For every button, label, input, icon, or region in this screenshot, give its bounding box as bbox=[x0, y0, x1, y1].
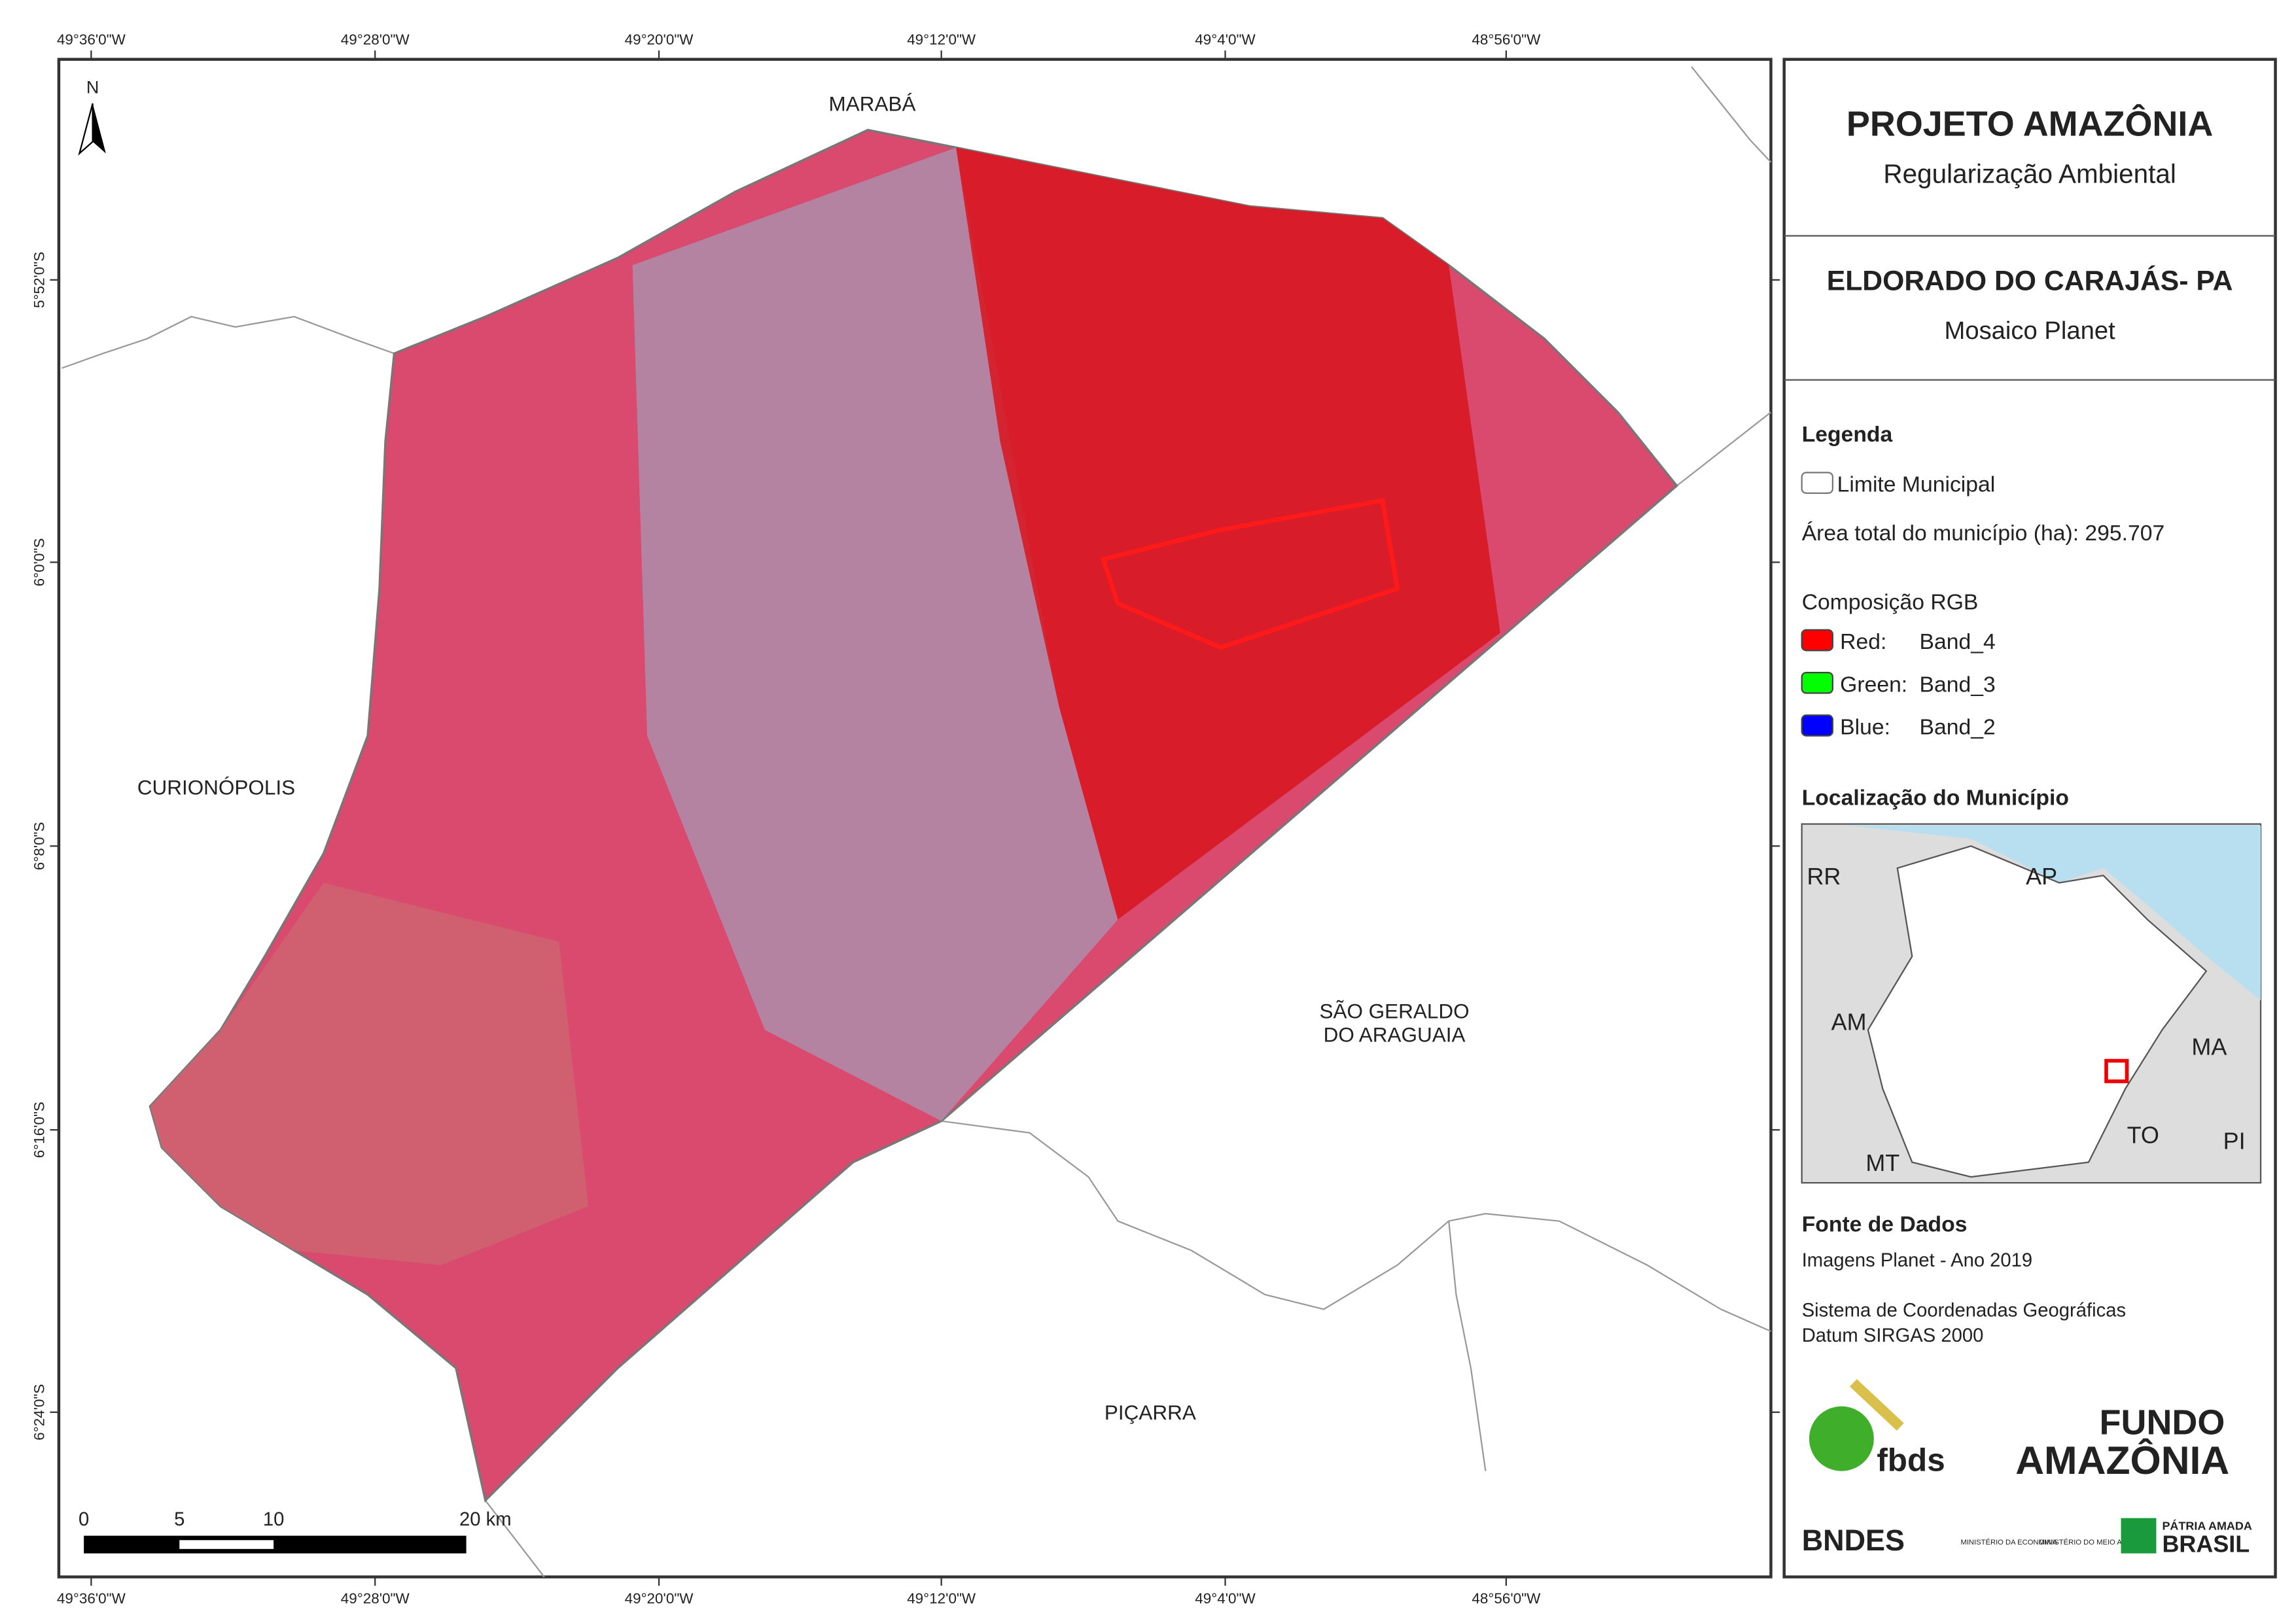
longitude-label: 49°36'0"W bbox=[57, 31, 126, 48]
longitude-label: 49°20'0"W bbox=[625, 31, 694, 48]
band-channel: Red: bbox=[1840, 629, 1886, 654]
scale-segment bbox=[84, 1535, 467, 1554]
panel-frame bbox=[1782, 58, 2277, 1579]
logo-text: BRASIL bbox=[2162, 1530, 2250, 1557]
image-feature bbox=[1100, 498, 1400, 650]
boundary bbox=[1691, 66, 1772, 163]
band-legend: Red: Band_4 Green: Band_3 Blue: Band_2 bbox=[1801, 629, 1996, 739]
band-name: Band_3 bbox=[1920, 672, 1996, 697]
logo-text: FUNDO bbox=[2100, 1403, 2225, 1442]
neighbor-boundaries bbox=[62, 66, 1772, 1578]
legend-swatch bbox=[1801, 629, 1834, 652]
arrow-half bbox=[92, 103, 106, 154]
band-channel: Green: bbox=[1840, 672, 1907, 697]
longitude-label: 49°20'0"W bbox=[625, 1590, 694, 1607]
legend-composition: Composição RGB bbox=[1802, 589, 1979, 614]
scale-segment bbox=[179, 1540, 274, 1549]
latitude-label: 6°16'0"S bbox=[31, 1102, 47, 1158]
latitude-label: 6°8'0"S bbox=[31, 822, 47, 870]
longitude-label: 48°56'0"W bbox=[1472, 31, 1541, 48]
place-labels: MARABÁ CURIONÓPOLIS SÃO GERALDO DO ARAGU… bbox=[137, 92, 1470, 1424]
logos: fbds FUNDO AMAZÔNIA BNDES MINISTÉRIO DA … bbox=[1802, 1379, 2252, 1557]
place-label: DO ARAGUAIA bbox=[1324, 1023, 1466, 1046]
location-title: Localização do Município bbox=[1802, 785, 2069, 810]
source-text: Datum SIRGAS 2000 bbox=[1802, 1325, 1984, 1346]
panel-title: PROJETO AMAZÔNIA bbox=[1846, 104, 2213, 144]
longitude-label: 49°12'0"W bbox=[907, 31, 976, 48]
state-shape bbox=[1867, 845, 2208, 1178]
municipality: ELDORADO DO CARAJÁS- PA bbox=[1827, 266, 2233, 297]
boundary bbox=[62, 315, 395, 369]
scale-label: 20 km bbox=[459, 1509, 512, 1530]
band-name: Band_4 bbox=[1920, 629, 1996, 654]
state-label: AP bbox=[2026, 863, 2057, 890]
graticule-labels: 49°36'0"W 49°36'0"W 49°28'0"W 49°28'0"W 49°2… bbox=[31, 31, 1780, 1607]
boundary bbox=[1448, 1221, 1487, 1471]
longitude-label: 49°28'0"W bbox=[341, 1590, 410, 1607]
legend-swatch bbox=[1801, 671, 1834, 694]
state-label: TO bbox=[2127, 1121, 2159, 1148]
legend-swatch bbox=[1801, 472, 1834, 494]
longitude-label: 49°28'0"W bbox=[341, 31, 410, 48]
boundary bbox=[484, 1499, 545, 1578]
source-text: Imagens Planet - Ano 2019 bbox=[1802, 1250, 2033, 1271]
imagery bbox=[149, 128, 1678, 1503]
longitude-label: 49°4'0"W bbox=[1195, 1590, 1256, 1607]
legend-title: Legenda bbox=[1802, 422, 1893, 447]
inset-map: RR AP AM MA TO PI MT bbox=[1801, 823, 2262, 1184]
longitude-label: 49°4'0"W bbox=[1195, 31, 1256, 48]
north-label: N bbox=[86, 77, 99, 97]
state-label: AM bbox=[1831, 1008, 1867, 1035]
scale-label: 0 bbox=[79, 1509, 89, 1530]
state-label: MT bbox=[1865, 1149, 1899, 1176]
scale-label: 10 bbox=[263, 1509, 285, 1530]
longitude-label: 49°36'0"W bbox=[57, 1590, 126, 1607]
location-marker bbox=[2104, 1058, 2129, 1083]
longitude-label: 49°12'0"W bbox=[907, 1590, 976, 1607]
logo-text: fbds bbox=[1877, 1442, 1945, 1478]
state-label: RR bbox=[1807, 863, 1841, 890]
ocean bbox=[1847, 825, 2261, 1001]
boundary bbox=[941, 1120, 1771, 1333]
state-label: PI bbox=[2223, 1127, 2246, 1154]
boundary bbox=[1676, 411, 1772, 487]
sources-title: Fonte de Dados bbox=[1802, 1212, 1968, 1236]
latitude-label: 6°0'0"S bbox=[31, 538, 47, 587]
logo-text: BNDES bbox=[1802, 1524, 1905, 1557]
latitude-label: 6°24'0"S bbox=[31, 1384, 47, 1440]
place-label: SÃO GERALDO bbox=[1319, 1000, 1469, 1022]
logo-mark bbox=[2121, 1518, 2157, 1554]
logo-text: AMAZÔNIA bbox=[2015, 1438, 2229, 1482]
source-text: Sistema de Coordenadas Geográficas bbox=[1802, 1300, 2126, 1321]
logo-mark bbox=[1809, 1406, 1874, 1471]
state-label: MA bbox=[2191, 1034, 2227, 1060]
logo-text: PÁTRIA AMADA bbox=[2162, 1519, 2252, 1533]
scale-label: 5 bbox=[174, 1509, 185, 1530]
place-label: CURIONÓPOLIS bbox=[137, 777, 295, 799]
band-channel: Blue: bbox=[1840, 714, 1890, 739]
longitude-label: 48°56'0"W bbox=[1472, 1590, 1541, 1607]
mosaic: Mosaico Planet bbox=[1945, 317, 2116, 345]
scale-bar: 0 5 10 20 km bbox=[79, 1509, 512, 1554]
place-label: MARABÁ bbox=[829, 92, 916, 115]
legend-swatch bbox=[1801, 714, 1834, 737]
panel-subtitle: Regularização Ambiental bbox=[1883, 159, 2176, 189]
north-arrow: N bbox=[78, 77, 106, 156]
legend-area: Área total do município (ha): 295.707 bbox=[1802, 521, 2165, 546]
band-name: Band_2 bbox=[1920, 714, 1996, 739]
latitude-label: 5°52'0"S bbox=[31, 252, 47, 308]
place-label: PIÇARRA bbox=[1104, 1401, 1196, 1424]
image-tile bbox=[150, 882, 589, 1265]
image-tile bbox=[956, 147, 1500, 920]
legend-label: Limite Municipal bbox=[1837, 472, 1996, 497]
logo-text: MINISTÉRIO DA ECONOMIA bbox=[1960, 1538, 2057, 1546]
logo-mark bbox=[1849, 1379, 1904, 1431]
